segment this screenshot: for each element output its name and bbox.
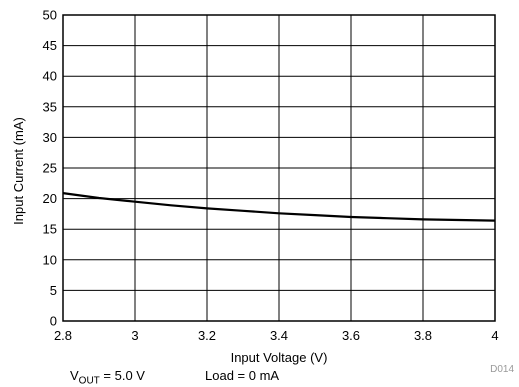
y-tick-label: 20 xyxy=(43,191,57,206)
x-axis-label: Input Voltage (V) xyxy=(231,350,328,365)
x-tick-labels: 2.8 3 3.2 3.4 3.6 3.8 4 xyxy=(54,328,499,343)
vout-value: = 5.0 V xyxy=(99,368,145,383)
y-tick-label: 25 xyxy=(43,161,57,176)
plot-frame xyxy=(62,14,496,322)
series-line xyxy=(62,192,496,222)
y-axis-label: Input Current (mA) xyxy=(11,117,26,225)
x-tick-label: 2.8 xyxy=(54,328,72,343)
vout-prefix: V xyxy=(70,368,79,383)
y-tick-labels: 0 5 10 15 20 25 30 35 40 45 50 xyxy=(43,8,57,329)
x-tick-label: 3.6 xyxy=(342,328,360,343)
y-tick-label: 5 xyxy=(50,283,57,298)
x-tick-label: 3.8 xyxy=(414,328,432,343)
x-tick-label: 4 xyxy=(491,328,498,343)
x-tick-label: 3.2 xyxy=(198,328,216,343)
figure-code: D014 xyxy=(490,364,514,375)
series-layer xyxy=(62,192,496,222)
y-tick-label: 45 xyxy=(43,38,57,53)
y-tick-label: 35 xyxy=(43,99,57,114)
y-tick-label: 50 xyxy=(43,8,57,23)
load-condition: Load = 0 mA xyxy=(205,368,280,383)
y-tick-label: 40 xyxy=(43,69,57,84)
x-tick-label: 3.4 xyxy=(270,328,288,343)
vout-condition: VOUT = 5.0 V xyxy=(70,368,145,387)
y-tick-label: 10 xyxy=(43,252,57,267)
x-tick-label: 3 xyxy=(131,328,138,343)
y-tick-label: 15 xyxy=(43,222,57,237)
y-tick-label: 0 xyxy=(50,314,57,329)
grid-lines xyxy=(62,14,496,322)
y-tick-label: 30 xyxy=(43,130,57,145)
vout-subscript: OUT xyxy=(78,375,100,387)
